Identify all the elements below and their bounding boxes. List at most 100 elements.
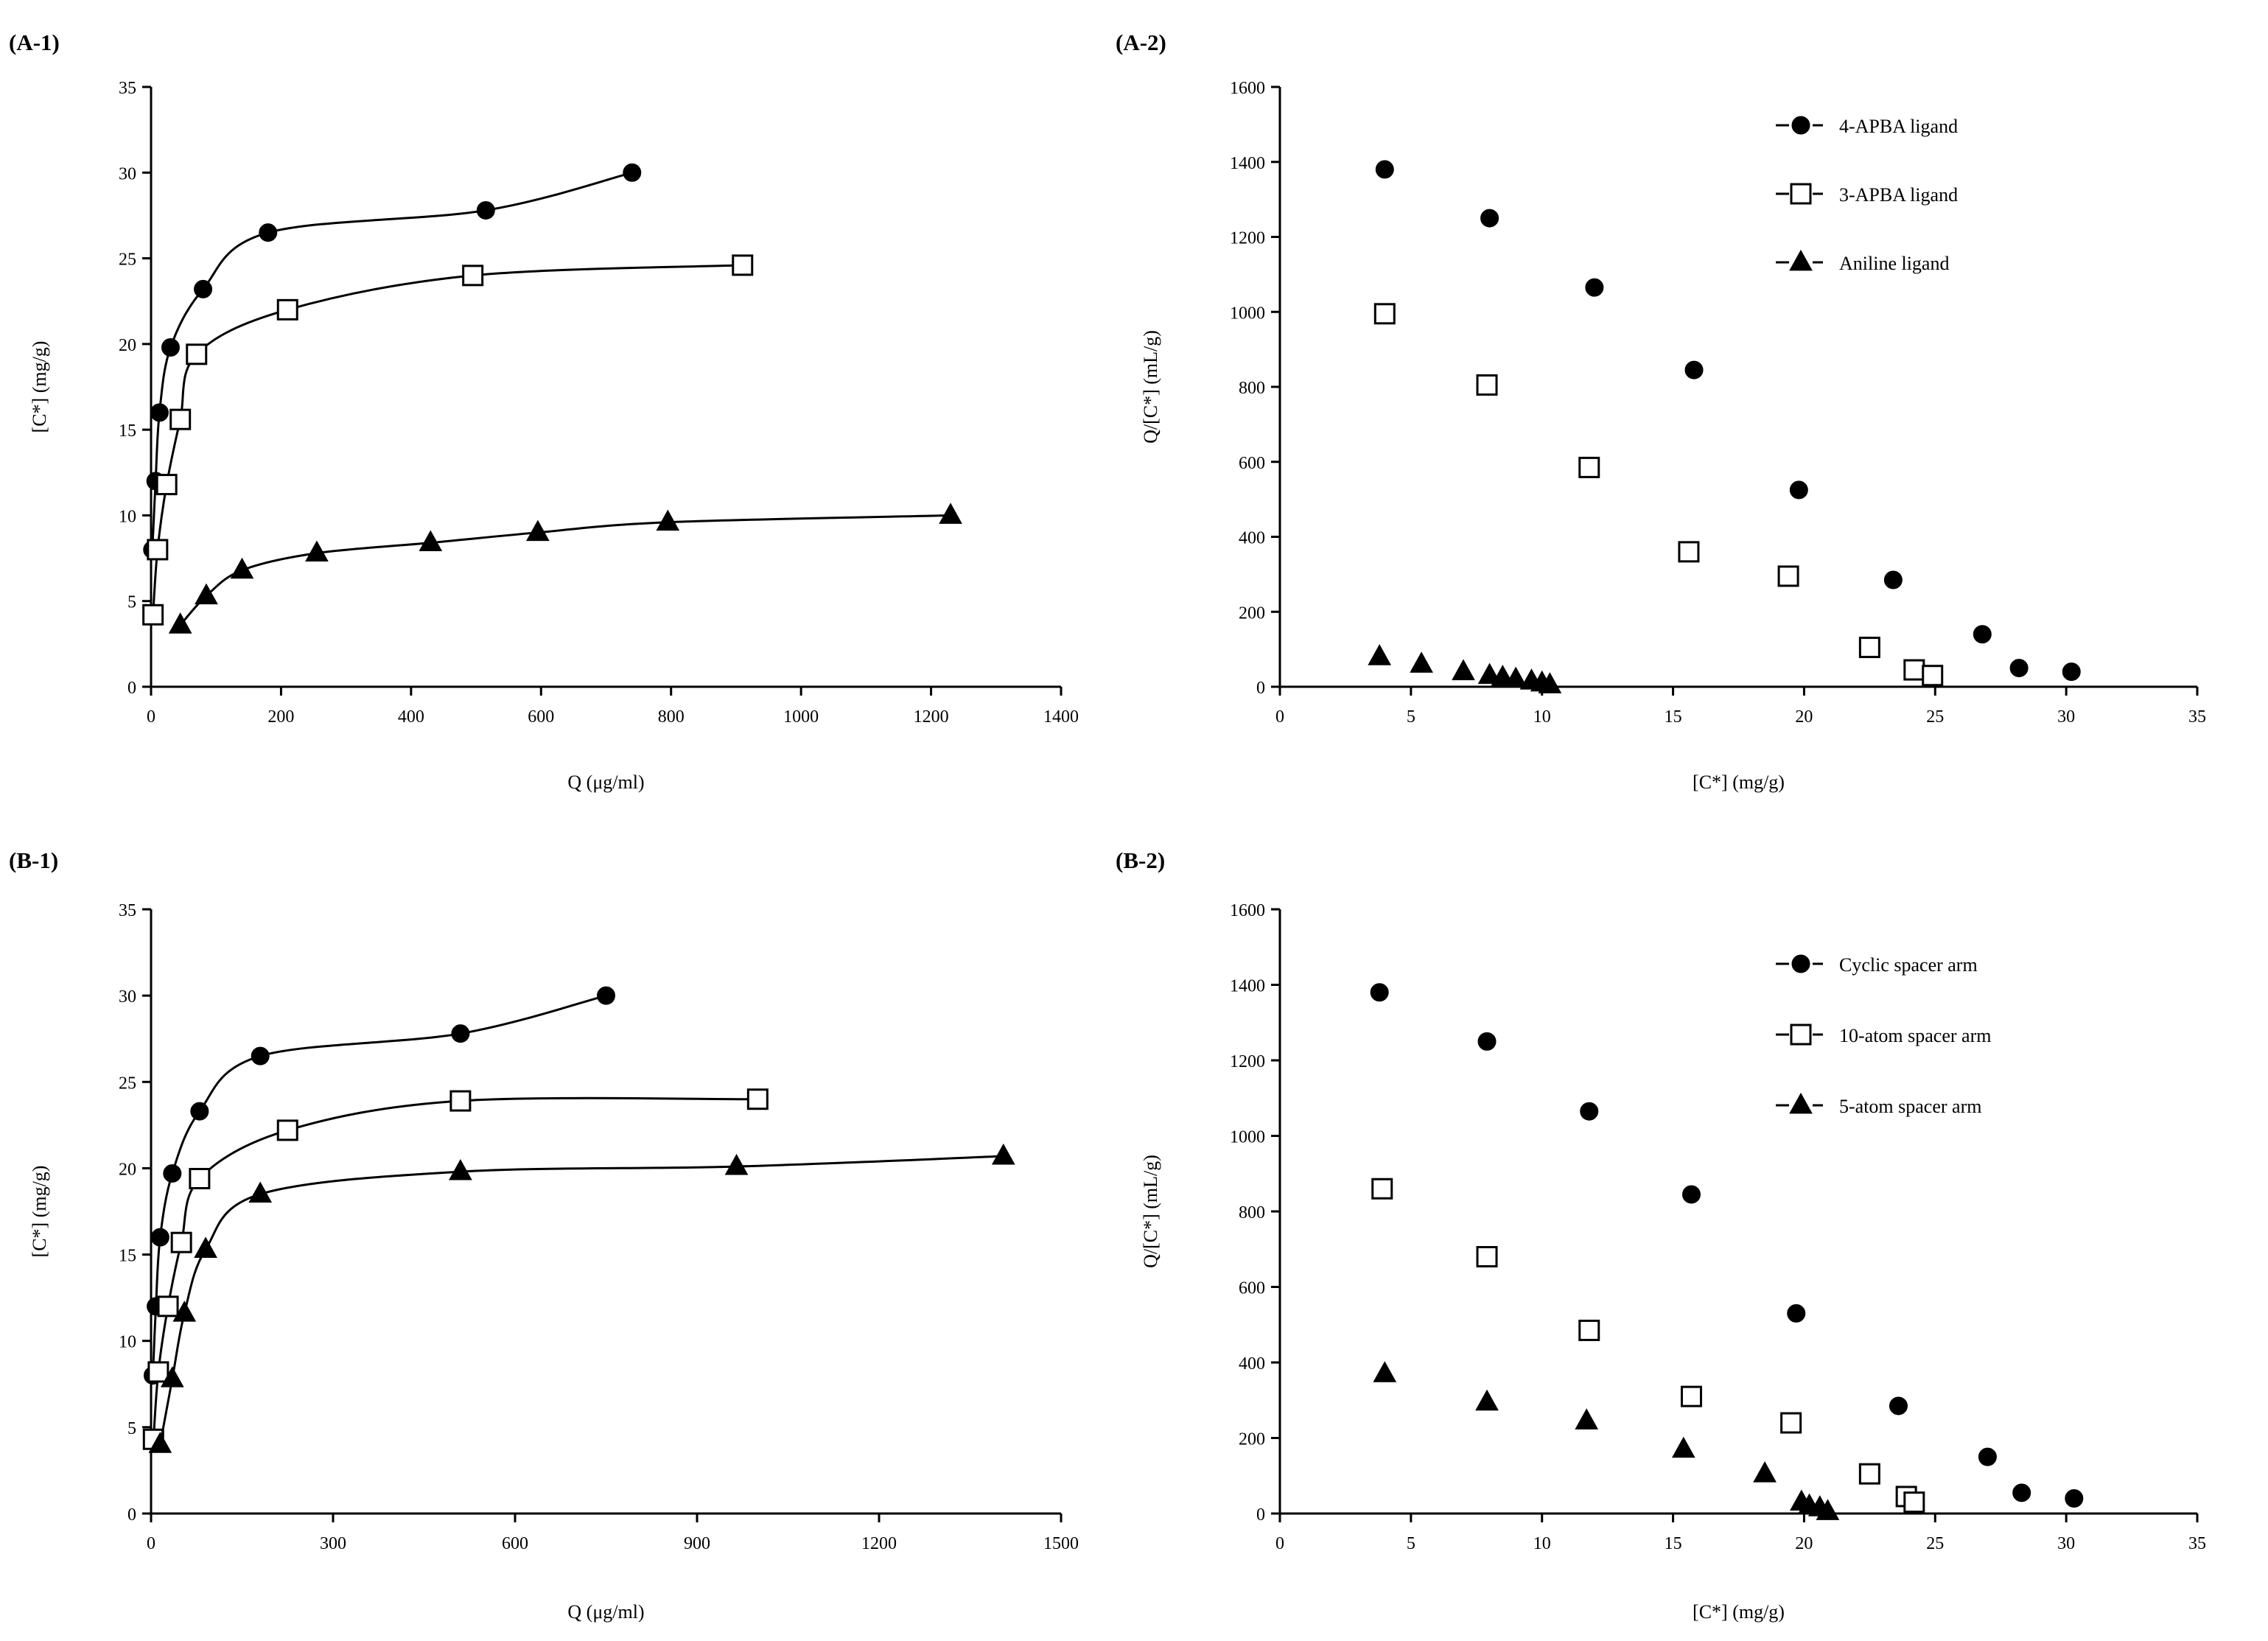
data-point-cyclic-spacer-arm <box>251 1046 270 1066</box>
x-tick-label: 1200 <box>914 707 949 727</box>
series-10-atom-spacer-arm <box>142 1088 769 1450</box>
data-point-5-atom-spacer-arm <box>449 1158 472 1180</box>
data-point-cyclic-spacer-arm <box>597 986 615 1005</box>
data-point-10-atom-spacer-arm <box>1371 1178 1393 1200</box>
data-point-aniline-ligand <box>1504 666 1527 688</box>
data-point-3-apba-ligand <box>155 474 178 496</box>
x-tick-label: 10 <box>1533 1534 1551 1553</box>
y-tick-label: 1000 <box>1230 304 1265 323</box>
data-point-aniline-ligand <box>1368 644 1392 665</box>
data-point-3-apba-ligand <box>186 343 208 365</box>
data-point-3-apba-ligand <box>1476 374 1498 396</box>
legend-marker-3-apba-ligand <box>1790 183 1812 205</box>
data-point-10-atom-spacer-arm <box>1903 1491 1925 1514</box>
data-point-3-apba-ligand <box>1903 659 1925 681</box>
data-point-cyclic-spacer-arm <box>2065 1489 2084 1508</box>
x-axis-title: Q (μg/ml) <box>567 771 644 793</box>
series-line-aniline-ligand <box>179 514 951 626</box>
y-axis-title: [C*] (mg/g) <box>29 341 50 433</box>
series-cyclic-spacer-arm <box>143 986 615 1385</box>
series-aniline-ligand <box>168 503 962 634</box>
data-point-aniline-ligand <box>656 509 680 531</box>
y-tick-label: 20 <box>119 1160 136 1179</box>
y-tick-label: 600 <box>1239 1279 1265 1298</box>
data-point-3-apba-ligand <box>1373 303 1396 325</box>
data-point-cyclic-spacer-arm <box>1681 1185 1701 1204</box>
x-tick-label: 5 <box>1407 707 1415 727</box>
x-tick-label: 0 <box>147 1534 155 1553</box>
data-point-10-atom-spacer-arm <box>746 1088 769 1110</box>
data-point-3-apba-ligand <box>732 254 754 276</box>
x-tick-label: 15 <box>1665 707 1682 727</box>
data-point-aniline-ligand <box>939 503 962 524</box>
x-tick-label: 600 <box>528 707 554 727</box>
y-tick-label: 600 <box>1239 454 1265 473</box>
data-point-aniline-ligand <box>305 540 329 562</box>
data-point-cyclic-spacer-arm <box>163 1164 182 1183</box>
legend-marker-5-atom-spacer-arm <box>1789 1092 1813 1114</box>
data-point-5-atom-spacer-arm <box>1373 1361 1397 1382</box>
data-point-cyclic-spacer-arm <box>1580 1102 1599 1121</box>
data-point-aniline-ligand <box>168 612 192 634</box>
data-point-4-apba-ligand <box>1789 480 1808 500</box>
y-tick-label: 25 <box>119 1074 136 1093</box>
data-point-3-apba-ligand <box>1678 541 1700 563</box>
y-tick-label: 15 <box>119 421 136 441</box>
data-point-3-apba-ligand <box>276 298 298 321</box>
x-tick-label: 800 <box>658 707 685 727</box>
data-point-5-atom-spacer-arm <box>160 1366 184 1388</box>
x-tick-label: 35 <box>2188 707 2206 727</box>
chart-A2: (A-2) 0 200 400 600 800 1000 1200 1400 1600 0 5 10 15… <box>1116 29 2206 793</box>
x-tick-label: 300 <box>320 1534 346 1553</box>
x-tick-label: 30 <box>2057 1534 2075 1553</box>
y-tick-label: 400 <box>1239 1354 1265 1374</box>
x-axis-title: [C*] (mg/g) <box>1693 1601 1785 1623</box>
legend-item-3-apba-ligand: 3-APBA ligand <box>1776 183 1958 206</box>
legend: 4-APBA ligand 3-APBA ligand Aniline ligand <box>1776 116 1958 274</box>
data-point-cyclic-spacer-arm <box>1370 983 1389 1002</box>
x-tick-label: 1500 <box>1043 1534 1079 1553</box>
x-tick-label: 35 <box>2188 1534 2206 1553</box>
series-line-10-atom-spacer-arm <box>152 1096 758 1440</box>
y-tick-label: 400 <box>1239 529 1265 548</box>
data-point-5-atom-spacer-arm <box>194 1236 217 1258</box>
data-point-cyclic-spacer-arm <box>2012 1483 2031 1502</box>
data-point-cyclic-spacer-arm <box>1477 1032 1497 1051</box>
x-tick-label: 30 <box>2057 707 2075 727</box>
data-point-3-apba-ligand <box>1858 637 1880 659</box>
data-point-5-atom-spacer-arm <box>1575 1408 1599 1430</box>
series-4-apba-ligand <box>1375 160 2081 682</box>
y-tick-label: 1000 <box>1230 1128 1265 1147</box>
series-line-cyclic-spacer-arm <box>151 994 606 1376</box>
legend-item-10-atom-spacer-arm: 10-atom spacer arm <box>1776 1024 1991 1046</box>
data-point-3-apba-ligand <box>142 603 164 626</box>
legend-item-aniline-ligand: Aniline ligand <box>1776 249 1949 274</box>
x-tick-label: 25 <box>1926 707 1944 727</box>
y-tick-label: 0 <box>1256 679 1265 698</box>
data-point-10-atom-spacer-arm <box>189 1167 211 1189</box>
x-axis-title: Q (μg/ml) <box>567 1601 644 1623</box>
legend-item-4-apba-ligand: 4-APBA ligand <box>1776 116 1958 137</box>
x-tick-label: 0 <box>147 707 155 727</box>
y-tick-label: 10 <box>119 1333 136 1352</box>
data-point-4-apba-ligand <box>476 200 495 220</box>
y-tick-label: 200 <box>1239 1430 1265 1449</box>
y-tick-label: 0 <box>127 1505 136 1525</box>
x-tick-label: 20 <box>1795 1534 1813 1553</box>
data-point-5-atom-spacer-arm <box>248 1181 273 1203</box>
legend-label: 5-atom spacer arm <box>1839 1096 1981 1117</box>
y-tick-label: 5 <box>127 1419 136 1438</box>
legend-marker-aniline-ligand <box>1789 249 1813 271</box>
data-point-5-atom-spacer-arm <box>991 1143 1015 1165</box>
x-tick-label: 600 <box>502 1534 528 1553</box>
legend-marker-10-atom-spacer-arm <box>1790 1024 1812 1046</box>
data-point-3-apba-ligand <box>1922 665 1944 687</box>
legend-label: 10-atom spacer arm <box>1839 1025 1991 1046</box>
y-tick-label: 30 <box>119 164 136 183</box>
legend-marker-cyclic-spacer-arm <box>1791 954 1810 973</box>
x-tick-label: 5 <box>1407 1534 1415 1553</box>
x-tick-label: 0 <box>1275 707 1284 727</box>
legend: Cyclic spacer arm 10-atom spacer arm 5-ato… <box>1776 954 1991 1117</box>
data-point-4-apba-ligand <box>1883 570 1903 589</box>
